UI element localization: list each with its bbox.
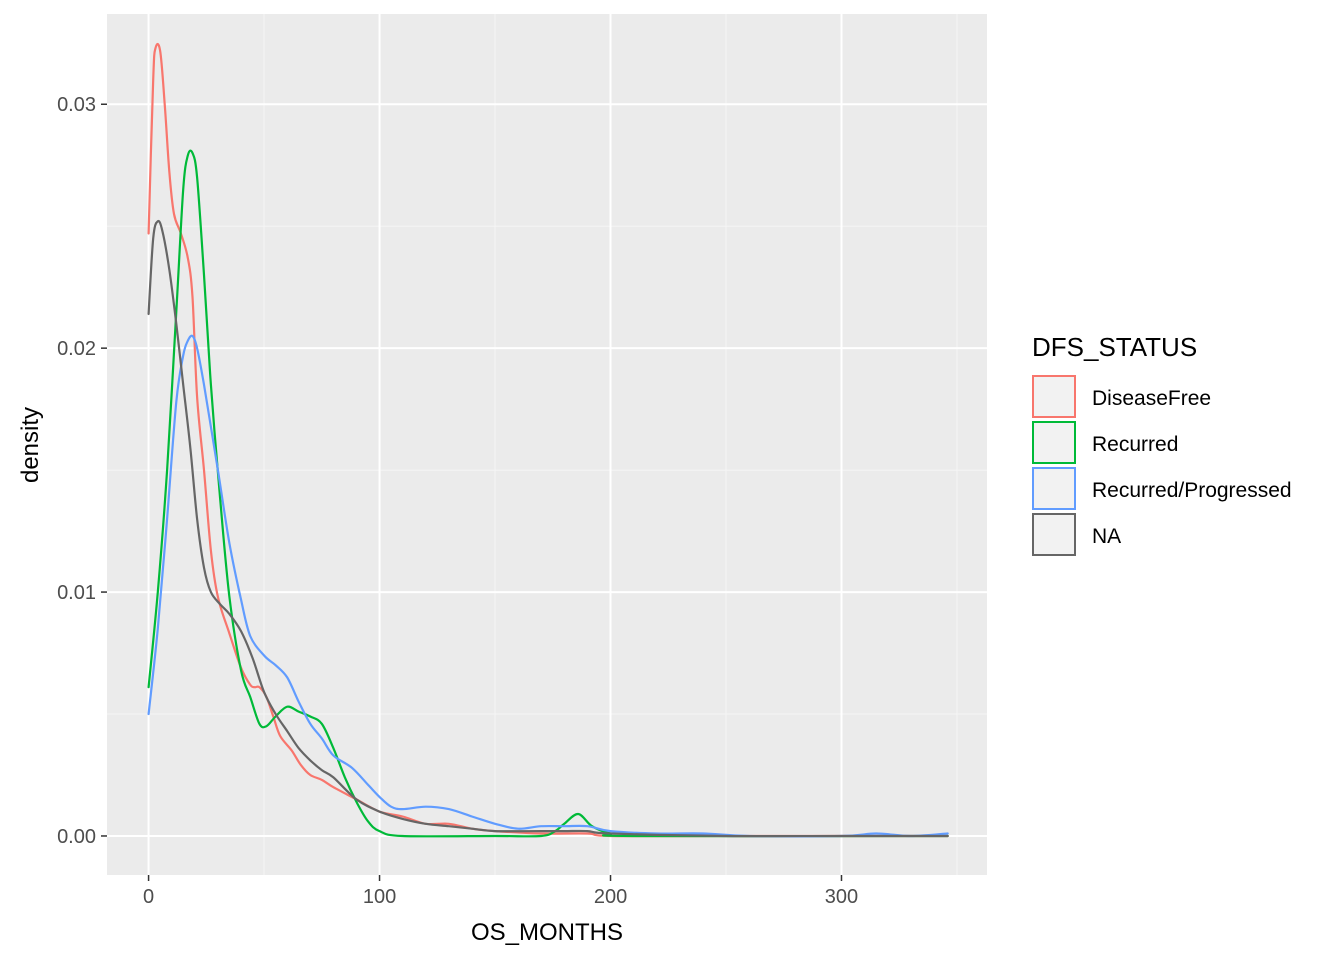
y-axis-title: density	[17, 407, 44, 483]
legend-label-recurred-progressed: Recurred/Progressed	[1092, 479, 1292, 502]
series-lines	[147, 42, 949, 838]
series-line-recurred	[147, 149, 949, 838]
legend-items: DiseaseFree Recurred Recurred/Progressed NA	[1032, 375, 1292, 556]
x-axis-title: OS_MONTHS	[471, 919, 623, 946]
legend-title: DFS_STATUS	[1032, 332, 1197, 362]
major-gridlines	[107, 14, 987, 875]
legend-label-recurred: Recurred	[1092, 433, 1178, 456]
legend-key-na	[1032, 513, 1076, 556]
y-axis: 0.00 0.01 0.02 0.03	[57, 94, 107, 848]
x-tick-label: 100	[363, 886, 396, 908]
legend: DFS_STATUS DiseaseFree Recurred Recurred/P…	[1032, 332, 1292, 556]
y-tick-label: 0.00	[57, 826, 96, 848]
y-tick-label: 0.03	[57, 94, 96, 116]
legend-key-recurred-progressed	[1032, 467, 1076, 510]
y-tick-label: 0.01	[57, 582, 96, 604]
legend-label-diseasefree: DiseaseFree	[1092, 387, 1211, 410]
x-axis: 0 100 200 300	[143, 875, 858, 908]
x-tick-label: 0	[143, 886, 154, 908]
minor-gridlines	[107, 14, 987, 875]
legend-key-recurred	[1032, 421, 1076, 464]
legend-label-na: NA	[1092, 525, 1121, 548]
series-line-na	[147, 219, 949, 838]
legend-key-diseasefree	[1032, 375, 1076, 418]
x-tick-label: 200	[594, 886, 627, 908]
series-line-recurred-progressed	[147, 334, 949, 838]
y-tick-label: 0.02	[57, 338, 96, 360]
panel-background	[107, 14, 987, 875]
x-tick-label: 300	[825, 886, 858, 908]
